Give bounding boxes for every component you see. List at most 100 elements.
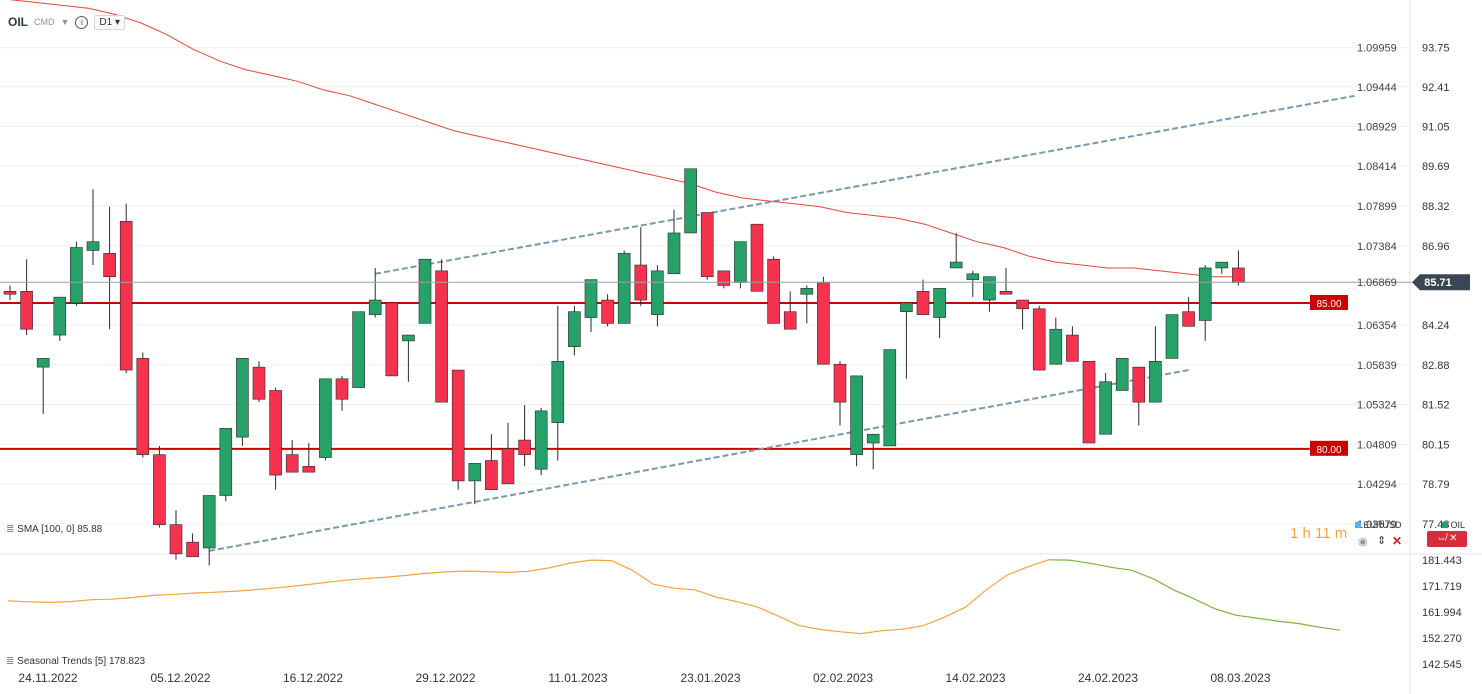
level-label: 80.00 <box>1316 445 1341 456</box>
candle-body <box>1115 358 1129 391</box>
date-tick-label: 16.12.2022 <box>283 671 343 685</box>
sma-indicator-label[interactable]: ≣ SMA [100, 0] 85.88 <box>6 524 102 535</box>
symbol-label[interactable]: OIL <box>8 15 28 29</box>
candle-body <box>402 334 415 342</box>
seasonal-indicator-label[interactable]: ≣ Seasonal Trends [5] 178.823 <box>6 656 145 667</box>
price-tick-label: 80.15 <box>1422 439 1450 451</box>
candle-body <box>551 361 565 423</box>
candle-body <box>1032 308 1046 371</box>
trend-channel <box>209 94 1355 552</box>
candle-body <box>1198 267 1212 321</box>
seasonal-name: Trends <box>61 656 93 667</box>
remove-series-button[interactable]: ⇎ ✕ <box>1427 531 1467 547</box>
candle-body <box>933 288 946 318</box>
price-tick-label: 81.52 <box>1422 399 1450 411</box>
sma-line <box>9 0 1239 278</box>
channel-line <box>209 369 1189 552</box>
legend-oil[interactable]: OIL <box>1442 520 1465 530</box>
candle-body <box>717 270 731 286</box>
eurusd-tick-label: 1.06869 <box>1357 277 1397 289</box>
candle-body <box>86 241 100 251</box>
eye-icon[interactable]: ◉ <box>1358 536 1368 548</box>
candle-body <box>1149 361 1162 403</box>
candle-body <box>1049 328 1063 365</box>
candle-body <box>783 311 797 330</box>
eurusd-tick-label: 1.07384 <box>1357 241 1397 253</box>
candle-body <box>368 299 382 315</box>
candle-body <box>900 302 913 313</box>
candle-body <box>501 448 515 485</box>
candlestick-series <box>3 168 1245 566</box>
candle-body <box>435 270 448 403</box>
seasonal-label: Seasonal <box>17 656 59 667</box>
date-tick-label: 08.03.2023 <box>1210 671 1270 685</box>
candle-body <box>169 524 183 555</box>
eurusd-tick-label: 1.08414 <box>1357 161 1397 173</box>
candle-body <box>949 261 963 269</box>
candle-body <box>36 358 50 368</box>
eurusd-tick-label: 1.03579 <box>1357 519 1397 531</box>
eurusd-swatch <box>1355 522 1361 528</box>
candle-body <box>601 299 614 324</box>
sma-path <box>9 0 1239 278</box>
eurusd-tick-label: 1.07899 <box>1357 201 1397 213</box>
timeframe-value: D1 <box>99 16 113 28</box>
candle-body <box>734 241 747 283</box>
chart-header: OIL CMD ▼ i D1 ▾ <box>8 12 126 32</box>
level-label: 85.00 <box>1316 299 1341 310</box>
date-tick-label: 11.01.2023 <box>548 671 607 685</box>
candle-body <box>70 247 83 304</box>
seasonal-value: 178.823 <box>108 656 146 667</box>
list-icon: ≣ <box>6 656 18 667</box>
oil-swatch <box>1442 522 1448 528</box>
candle-body <box>285 454 299 473</box>
legend-eurusd-label: EURUSD <box>1363 520 1402 530</box>
candle-body <box>767 258 780 324</box>
date-tick-label: 14.02.2023 <box>945 671 1005 685</box>
eurusd-tick-label: 1.06354 <box>1357 320 1397 332</box>
candle-body <box>1215 261 1229 269</box>
candle-body <box>617 253 631 324</box>
candle-body <box>119 220 133 371</box>
seasonal-tick-label: 142.545 <box>1422 659 1462 671</box>
eurusd-tick-label: 1.04294 <box>1357 479 1397 491</box>
sma-value: 85.88 <box>77 524 103 535</box>
candle-body <box>833 363 847 403</box>
candle-body <box>418 258 432 324</box>
candle-body <box>186 541 199 558</box>
seasonal-axis: 181.443 171.719 161.994 152.270 142.545 <box>1422 555 1462 671</box>
price-tick-label: 91.05 <box>1422 121 1450 133</box>
list-icon: ≣ <box>6 524 18 535</box>
last-price-label: 85.71 <box>1424 277 1452 289</box>
candle-body <box>883 349 897 447</box>
candle-body <box>385 302 399 377</box>
candle-body <box>269 390 282 476</box>
info-icon[interactable]: i <box>75 15 89 29</box>
date-tick-label: 23.01.2023 <box>680 671 740 685</box>
last-price-line: 85.71 <box>0 274 1470 291</box>
candle-body <box>1165 314 1179 359</box>
candle-body <box>518 439 531 455</box>
candle-body <box>568 311 581 348</box>
eurusd-tick-label: 1.05324 <box>1357 399 1397 411</box>
seasonal-period: [5] <box>95 656 107 667</box>
candle-body <box>684 168 697 234</box>
candle-body <box>866 433 880 444</box>
candle-body <box>202 495 216 549</box>
candle-body <box>485 460 498 490</box>
eurusd-tick-label: 1.09444 <box>1357 82 1397 94</box>
chevron-down-icon[interactable]: ▼ <box>60 17 70 27</box>
timeframe-select[interactable]: D1 ▾ <box>94 14 126 30</box>
candle-body <box>468 463 482 482</box>
sort-icon[interactable]: ⇕ <box>1377 535 1387 547</box>
level-tag <box>1310 440 1348 456</box>
date-tick-label: 24.11.2022 <box>18 671 77 685</box>
seasonal-tick-label: 181.443 <box>1422 555 1462 567</box>
date-tick-label: 02.02.2023 <box>813 671 873 685</box>
candle-body <box>20 290 33 330</box>
legend-eurusd[interactable]: EURUSD <box>1355 520 1402 530</box>
close-icon[interactable]: ✕ <box>1392 534 1403 548</box>
price-axis: 93.75 92.41 91.05 89.69 88.32 86.96 84.24 82.88… <box>1422 43 1450 531</box>
